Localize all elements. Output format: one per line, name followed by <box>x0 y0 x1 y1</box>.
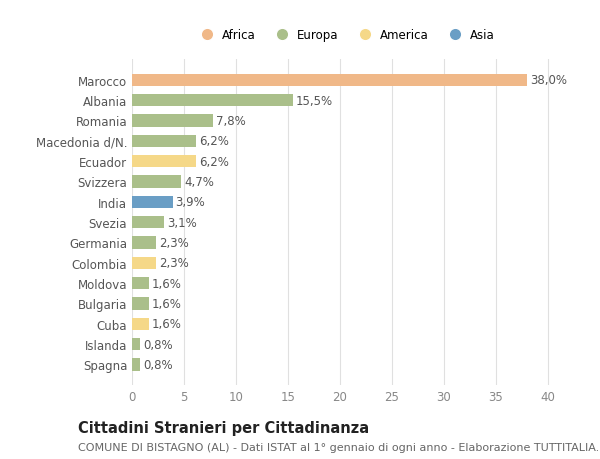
Bar <box>132 237 156 249</box>
Bar <box>132 196 173 208</box>
Text: 4,7%: 4,7% <box>184 175 214 189</box>
Text: Cittadini Stranieri per Cittadinanza: Cittadini Stranieri per Cittadinanza <box>78 420 369 435</box>
Text: 0,8%: 0,8% <box>143 338 173 351</box>
Text: 15,5%: 15,5% <box>296 95 333 107</box>
Bar <box>132 318 149 330</box>
Bar <box>132 217 164 229</box>
Text: 7,8%: 7,8% <box>216 115 246 128</box>
Text: 38,0%: 38,0% <box>530 74 567 87</box>
Text: 2,3%: 2,3% <box>159 236 189 249</box>
Bar <box>132 358 140 371</box>
Text: 3,1%: 3,1% <box>167 216 197 229</box>
Text: COMUNE DI BISTAGNO (AL) - Dati ISTAT al 1° gennaio di ogni anno - Elaborazione T: COMUNE DI BISTAGNO (AL) - Dati ISTAT al … <box>78 442 600 452</box>
Bar <box>132 257 156 269</box>
Bar <box>132 95 293 107</box>
Bar <box>132 277 149 290</box>
Bar <box>132 74 527 87</box>
Text: 6,2%: 6,2% <box>200 155 229 168</box>
Bar <box>132 156 196 168</box>
Text: 1,6%: 1,6% <box>152 277 182 290</box>
Bar <box>132 176 181 188</box>
Bar <box>132 115 213 127</box>
Text: 0,8%: 0,8% <box>143 358 173 371</box>
Bar <box>132 298 149 310</box>
Text: 6,2%: 6,2% <box>200 135 229 148</box>
Text: 3,9%: 3,9% <box>176 196 205 209</box>
Text: 2,3%: 2,3% <box>159 257 189 270</box>
Legend: Africa, Europa, America, Asia: Africa, Europa, America, Asia <box>193 27 497 44</box>
Bar <box>132 135 196 147</box>
Text: 1,6%: 1,6% <box>152 318 182 330</box>
Bar <box>132 338 140 351</box>
Text: 1,6%: 1,6% <box>152 297 182 310</box>
